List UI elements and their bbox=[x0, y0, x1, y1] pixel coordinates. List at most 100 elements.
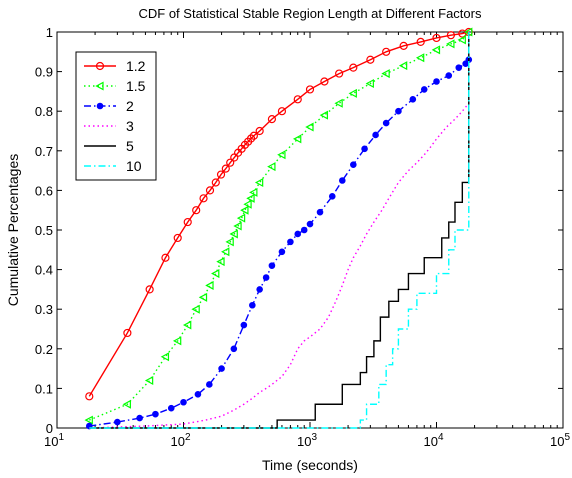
series-marker bbox=[192, 206, 201, 215]
series-marker bbox=[249, 187, 258, 197]
series-marker bbox=[267, 162, 276, 172]
series-marker bbox=[206, 381, 213, 388]
series-marker bbox=[225, 237, 234, 247]
series-marker bbox=[249, 301, 256, 309]
y-tick-label: 0.5 bbox=[35, 223, 53, 238]
series-marker bbox=[167, 404, 175, 412]
series-marker bbox=[320, 77, 329, 86]
y-tick-label: 0.8 bbox=[35, 104, 53, 119]
series-marker bbox=[205, 186, 215, 195]
series-marker bbox=[246, 134, 256, 143]
y-tick-label: 0.4 bbox=[35, 263, 53, 278]
y-tick-label: 0.3 bbox=[35, 302, 53, 317]
series-marker bbox=[338, 177, 346, 184]
series-marker bbox=[398, 61, 408, 71]
legend-label: 5 bbox=[126, 138, 134, 154]
series-marker bbox=[305, 85, 315, 94]
series-marker bbox=[172, 336, 182, 346]
series-marker bbox=[240, 321, 248, 329]
series-marker bbox=[415, 53, 425, 63]
series-marker bbox=[198, 292, 208, 302]
series-marker bbox=[305, 122, 314, 132]
series-marker bbox=[431, 45, 441, 55]
series-marker bbox=[255, 126, 264, 136]
series-3 bbox=[89, 102, 470, 429]
series-marker bbox=[211, 269, 220, 279]
series-marker bbox=[348, 88, 357, 98]
legend-label: 3 bbox=[126, 118, 134, 134]
series-marker bbox=[243, 199, 252, 209]
series-marker bbox=[246, 193, 255, 203]
series-marker bbox=[277, 150, 286, 160]
y-axis-label: Cumulative Percentages bbox=[5, 154, 21, 307]
chart-title: CDF of Statistical Stable Region Length … bbox=[139, 6, 482, 21]
series-marker bbox=[180, 398, 187, 406]
series-marker bbox=[205, 280, 214, 290]
legend: 1.2 1.5 2 3 5 10 bbox=[75, 51, 157, 181]
series-marker bbox=[294, 230, 302, 238]
series-marker bbox=[236, 213, 246, 223]
series-marker bbox=[221, 164, 230, 173]
series-marker bbox=[399, 41, 408, 50]
legend-label: 1.5 bbox=[126, 78, 146, 94]
series-marker bbox=[267, 115, 277, 124]
series-marker bbox=[136, 414, 143, 422]
series-marker bbox=[96, 102, 104, 110]
series-marker bbox=[381, 69, 390, 79]
series-marker bbox=[316, 208, 324, 216]
legend-entry: 5 bbox=[84, 138, 134, 154]
series-marker bbox=[95, 81, 104, 91]
series-marker bbox=[432, 33, 441, 43]
legend-entry: 10 bbox=[84, 158, 142, 174]
series-line bbox=[89, 32, 470, 429]
series-1.5 bbox=[84, 27, 473, 425]
series-marker bbox=[319, 110, 329, 120]
series-marker bbox=[229, 229, 238, 239]
series-marker bbox=[335, 69, 344, 78]
legend-entry: 2 bbox=[84, 98, 134, 114]
series-marker bbox=[216, 170, 226, 179]
series-marker bbox=[361, 145, 368, 153]
series-10 bbox=[89, 32, 470, 429]
series-marker bbox=[194, 391, 202, 398]
series-marker bbox=[218, 365, 225, 372]
series-line bbox=[89, 102, 470, 429]
series-marker bbox=[372, 131, 379, 139]
x-tick-label: 105 bbox=[550, 432, 570, 449]
y-tick-label: 0.9 bbox=[35, 65, 53, 80]
series-marker bbox=[160, 352, 170, 362]
series-marker bbox=[455, 64, 463, 71]
series-2 bbox=[85, 56, 473, 430]
y-tick-label: 0 bbox=[46, 421, 53, 436]
series-line bbox=[89, 32, 470, 429]
x-axis-label: Time (seconds) bbox=[262, 457, 358, 473]
series-marker bbox=[292, 134, 302, 144]
series-marker bbox=[420, 86, 428, 93]
series-marker bbox=[84, 415, 93, 425]
x-tick-label: 104 bbox=[423, 432, 443, 449]
series-marker bbox=[382, 119, 390, 127]
series-marker bbox=[254, 177, 264, 187]
series-marker bbox=[457, 35, 466, 45]
series-marker bbox=[233, 221, 242, 231]
series-marker bbox=[445, 72, 453, 79]
series-marker bbox=[349, 63, 358, 72]
series-marker bbox=[230, 345, 238, 353]
series-marker bbox=[249, 131, 258, 140]
series-marker bbox=[328, 193, 336, 200]
y-tick-label: 0.2 bbox=[35, 342, 53, 357]
legend-entry: 1.2 bbox=[84, 58, 146, 74]
series-marker bbox=[240, 205, 249, 215]
series-marker bbox=[211, 178, 220, 187]
legend-entry: 3 bbox=[84, 118, 134, 134]
series-layer bbox=[84, 27, 473, 430]
series-marker bbox=[145, 285, 154, 294]
series-marker bbox=[123, 328, 132, 338]
legend-label: 2 bbox=[126, 98, 134, 114]
series-marker bbox=[382, 47, 391, 56]
y-tick-label: 0.1 bbox=[35, 381, 53, 396]
y-tick-label: 0.7 bbox=[35, 144, 53, 159]
series-marker bbox=[256, 286, 263, 293]
series-marker bbox=[114, 418, 121, 426]
